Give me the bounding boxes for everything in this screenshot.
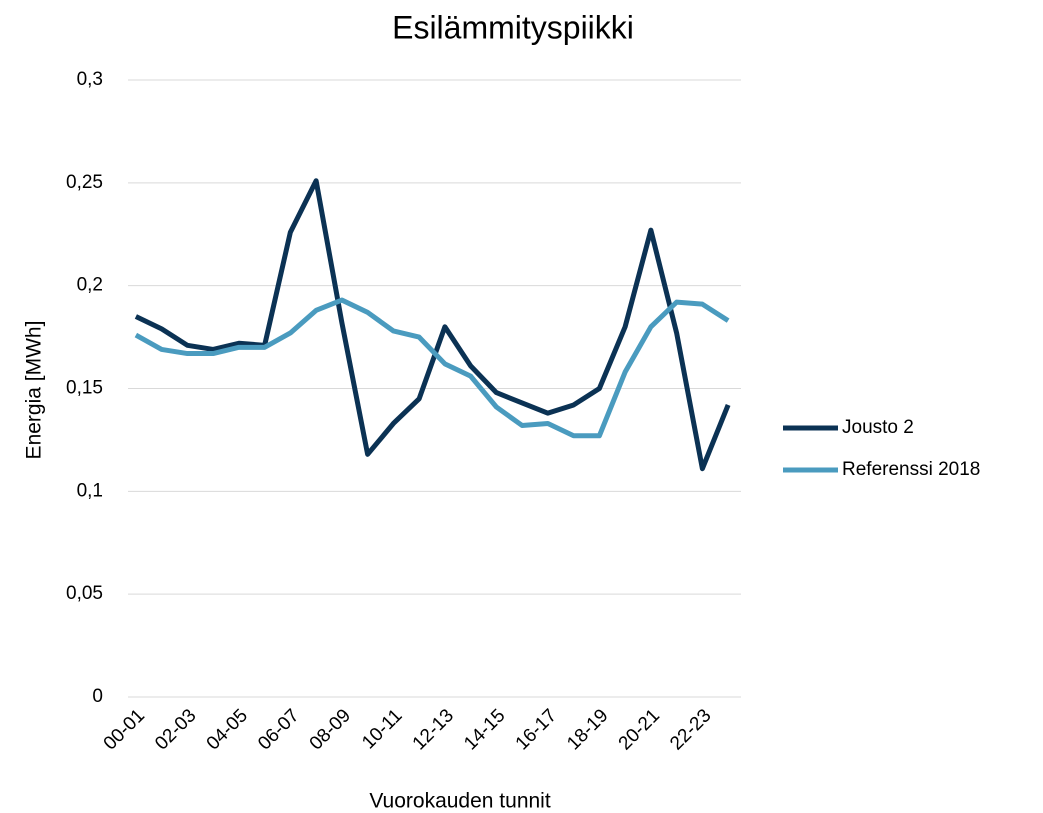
y-tick-label: 0,1 xyxy=(77,480,103,501)
line-series xyxy=(134,178,731,472)
line-series xyxy=(134,297,730,439)
x-tick-label: 00-01 xyxy=(100,705,149,754)
x-tick-label: 18-19 xyxy=(563,705,612,754)
x-tick-label: 02-03 xyxy=(151,705,200,754)
x-tick-label: 14-15 xyxy=(460,705,509,754)
x-tick-label: 20-21 xyxy=(615,705,664,754)
y-tick-label: 0,15 xyxy=(66,378,103,399)
x-axis-label: Vuorokauden tunnit xyxy=(369,790,551,813)
y-axis-label: Energia [MWh] xyxy=(23,321,46,460)
chart-title: Esilämmityspiikki xyxy=(392,9,634,45)
x-tick-label: 06-07 xyxy=(254,705,303,754)
x-tick-label: 10-11 xyxy=(358,705,406,753)
x-tick-label: 22-23 xyxy=(666,705,715,754)
x-tick-label: 12-13 xyxy=(409,705,458,754)
x-tick-label: 16-17 xyxy=(512,705,561,754)
y-tick-label: 0,05 xyxy=(66,583,103,604)
x-tick-label: 04-05 xyxy=(203,705,252,754)
y-tick-label: 0 xyxy=(92,686,103,707)
y-tick-label: 0,2 xyxy=(77,275,103,296)
y-tick-label: 0,3 xyxy=(77,69,103,90)
x-tick-label: 08-09 xyxy=(306,705,355,754)
legend-label: Jousto 2 xyxy=(842,417,914,438)
legend-label: Referenssi 2018 xyxy=(842,459,980,480)
y-tick-label: 0,25 xyxy=(66,172,103,193)
